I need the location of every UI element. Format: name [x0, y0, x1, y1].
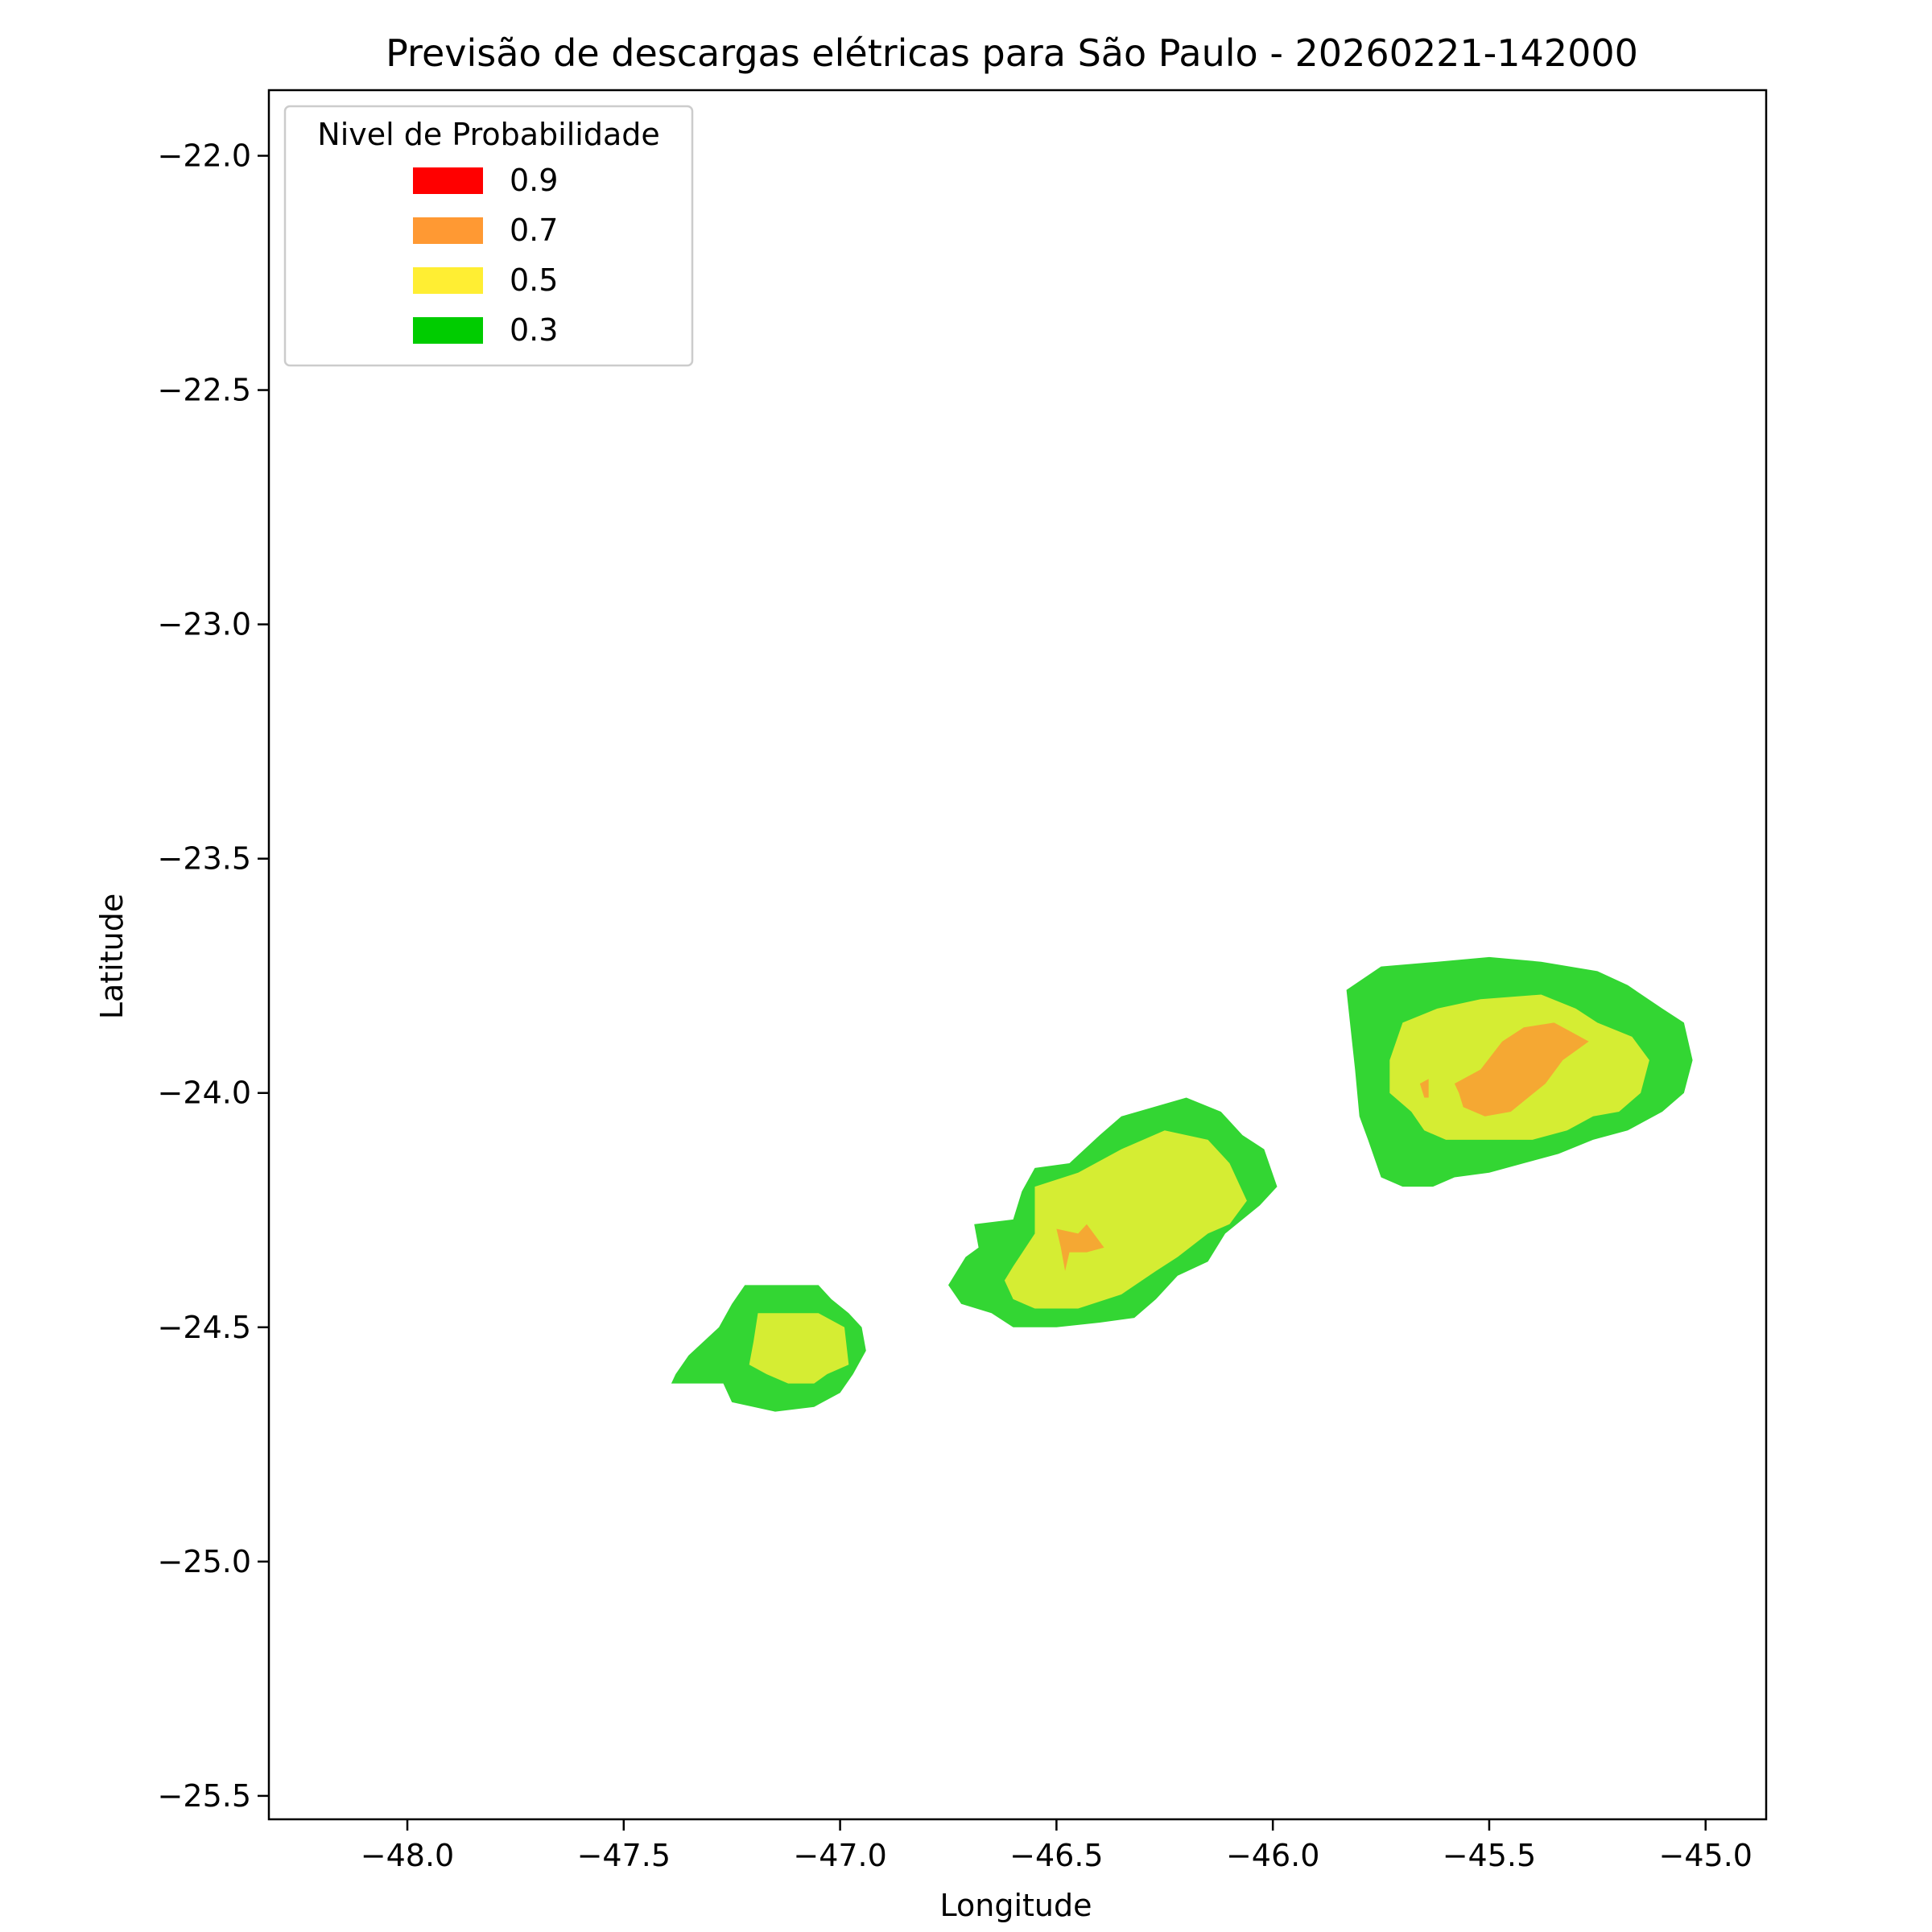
- legend-label: 0.7: [510, 213, 558, 248]
- x-axis-label: Longitude: [940, 1888, 1092, 1923]
- plot-background: [269, 90, 1766, 1819]
- x-tick-label: −47.5: [577, 1838, 671, 1873]
- region-0-5-1: [749, 1313, 849, 1384]
- y-tick-label: −25.0: [158, 1544, 251, 1579]
- probability-regions: [671, 956, 1693, 1412]
- y-tick-label: −24.0: [158, 1075, 251, 1111]
- x-tick-label: −45.0: [1659, 1838, 1752, 1873]
- region-0-7-8: [1419, 1079, 1429, 1098]
- x-axis-ticks: −48.0 −47.5 −47.0 −46.5 −46.0 −45.5 −45.0: [361, 1819, 1752, 1873]
- legend-label: 0.5: [510, 262, 558, 298]
- y-tick-label: −24.5: [158, 1310, 251, 1345]
- y-tick-label: −22.0: [158, 138, 251, 173]
- legend-swatch: [413, 167, 483, 194]
- x-tick-label: −47.0: [793, 1838, 886, 1873]
- legend-label: 0.9: [510, 163, 558, 198]
- legend-title: Nivel de Probabilidade: [317, 117, 659, 152]
- y-axis-label: Latitude: [94, 894, 130, 1019]
- y-tick-label: −22.5: [158, 373, 251, 408]
- x-tick-label: −48.0: [361, 1838, 454, 1873]
- x-tick-label: −46.0: [1226, 1838, 1319, 1873]
- legend-box: [283, 105, 694, 367]
- legend-swatch: [413, 217, 483, 244]
- x-tick-label: −46.5: [1009, 1838, 1103, 1873]
- legend-swatch: [413, 267, 483, 294]
- legend: Nivel de Probabilidade 0.9 0.7 0.5 0.3: [283, 105, 694, 367]
- y-tick-label: −25.5: [158, 1778, 251, 1814]
- region-0-7-7: [1454, 1022, 1589, 1117]
- y-tick-label: −23.5: [158, 841, 251, 877]
- y-tick-label: −23.0: [158, 607, 251, 642]
- x-tick-label: −45.5: [1443, 1838, 1536, 1873]
- y-axis-ticks: −22.0 −22.5 −23.0 −23.5 −24.0 −24.5 −25.0 −25.5: [158, 138, 269, 1814]
- region-0-7-4: [1056, 1224, 1104, 1271]
- plot-frame: [267, 89, 1768, 1821]
- legend-label: 0.3: [510, 312, 558, 348]
- chart-title: Previsão de descargas elétricas para São…: [386, 31, 1638, 75]
- legend-swatch: [413, 317, 483, 344]
- legend-entries: 0.9 0.7 0.5 0.3: [413, 163, 558, 348]
